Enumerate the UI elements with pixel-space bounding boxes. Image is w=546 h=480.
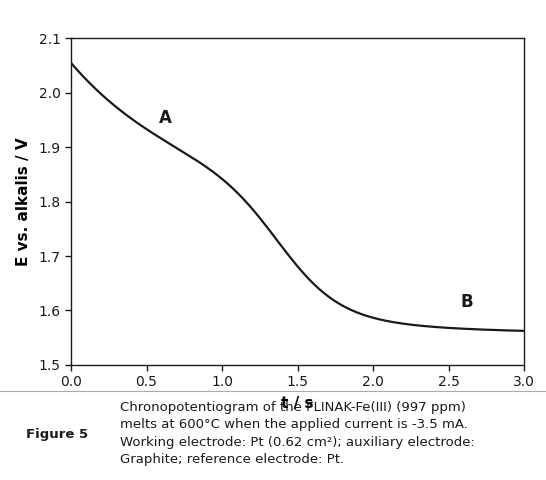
Text: Chronopotentiogram of the FLINAK-Fe(III) (997 ppm)
melts at 600°C when the appli: Chronopotentiogram of the FLINAK-Fe(III)… (120, 401, 475, 466)
Y-axis label: E vs. alkalis / V: E vs. alkalis / V (16, 137, 32, 266)
Text: Figure 5: Figure 5 (26, 428, 88, 441)
X-axis label: t / s: t / s (281, 396, 314, 411)
Text: A: A (158, 109, 171, 127)
Text: B: B (461, 293, 473, 311)
